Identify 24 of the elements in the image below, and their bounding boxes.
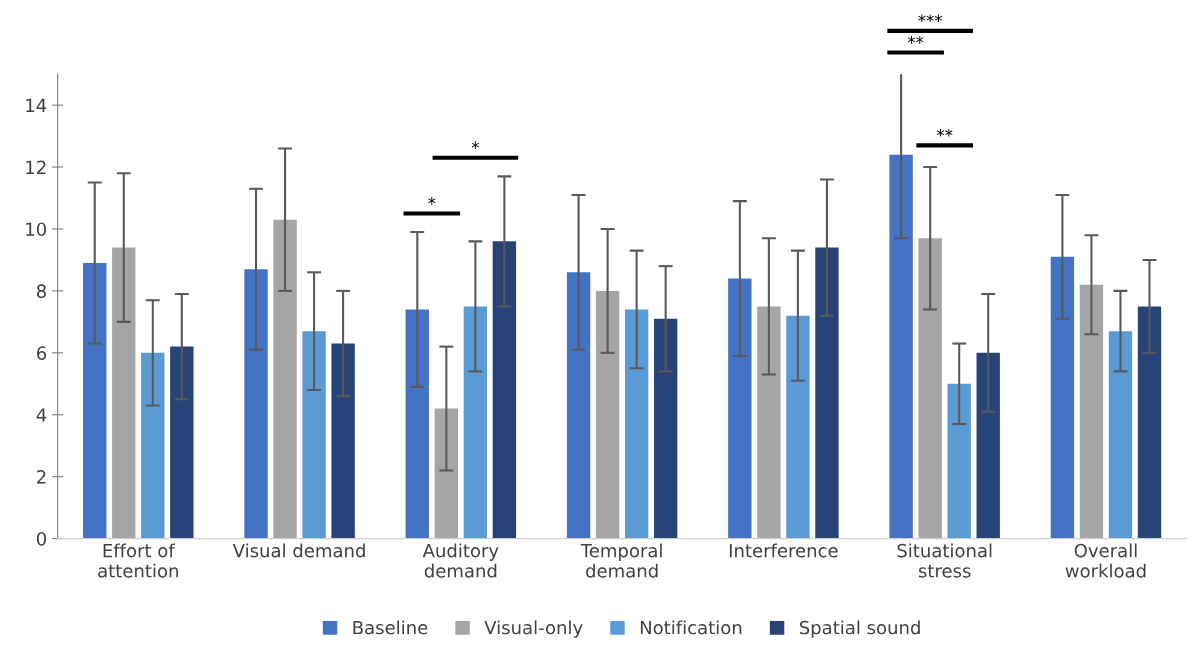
x-tick-label: Situational stress	[897, 543, 992, 578]
x-tick-label: Visual demand	[232, 543, 365, 558]
x-tick-label: Overall workload	[1065, 543, 1146, 578]
x-tick-label: Interference	[729, 543, 838, 558]
y-tick-label: 12	[26, 160, 46, 174]
x-tick-label: Auditory demand	[422, 543, 499, 578]
annotation: *	[471, 141, 480, 149]
y-tick-label: 8	[36, 284, 46, 299]
legend-label: Visual-only	[484, 620, 583, 638]
y-tick-label: 6	[37, 346, 47, 360]
y-tick-label: 2	[37, 470, 46, 484]
annotation: **	[936, 128, 953, 137]
legend-label: Baseline	[353, 620, 428, 635]
x-tick-label: Effort of attention	[98, 543, 178, 578]
x-tick-label: Temporal demand	[580, 543, 662, 578]
y-tick-label: 10	[26, 222, 47, 237]
legend-label: Notification	[640, 620, 742, 635]
y-tick-label: 14	[26, 98, 47, 112]
legend-label: Spatial sound	[799, 620, 920, 638]
y-tick-label: 4	[36, 408, 47, 422]
text: **	[907, 36, 924, 44]
y-tick-label: 0	[36, 532, 47, 546]
annotation: *	[428, 197, 436, 205]
text: ***	[918, 14, 943, 22]
